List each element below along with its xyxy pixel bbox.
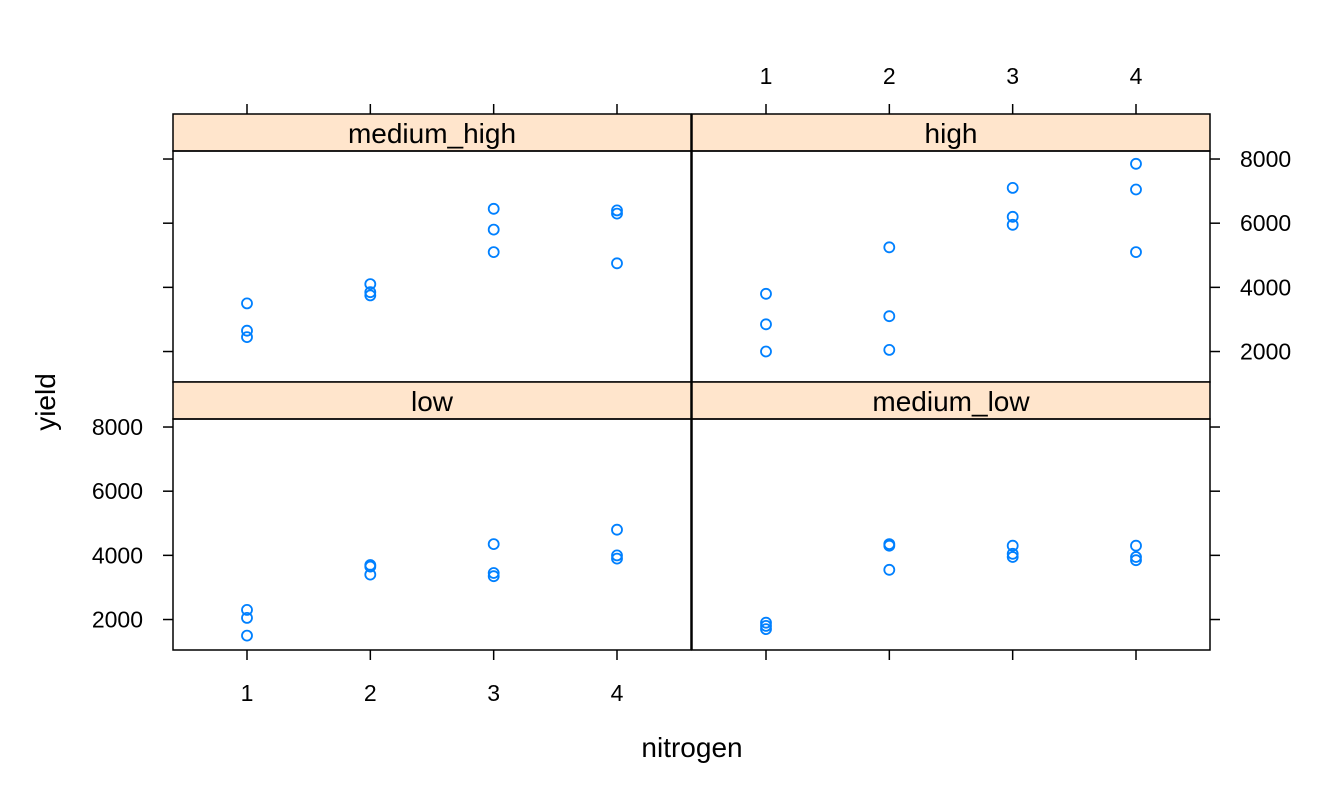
strip-label: high <box>925 118 978 149</box>
data-point <box>883 310 896 323</box>
data-point <box>487 570 500 583</box>
data-point <box>364 278 377 291</box>
data-point <box>364 289 377 302</box>
points-layer <box>241 157 1142 642</box>
y-tick-label: 8000 <box>92 414 143 440</box>
data-point <box>760 318 772 331</box>
data-point <box>611 523 623 536</box>
x-tick-label: 2 <box>883 63 896 89</box>
y-tick-label: 8000 <box>1240 146 1291 172</box>
y-tick-label: 4000 <box>92 542 143 568</box>
data-point <box>487 223 500 236</box>
panel-frame <box>691 418 1211 651</box>
x-tick-label: 3 <box>487 680 500 706</box>
data-point <box>611 204 623 217</box>
data-point <box>883 241 896 254</box>
strip-label: low <box>411 386 454 417</box>
y-tick-label: 2000 <box>1240 339 1291 365</box>
y-axis-label: yield <box>30 373 61 431</box>
data-point <box>760 620 772 632</box>
data-point <box>1130 183 1142 196</box>
data-point <box>241 297 253 310</box>
data-point <box>760 623 772 635</box>
data-point <box>487 567 500 579</box>
data-point <box>241 612 253 624</box>
data-point <box>611 207 623 220</box>
panel-medium-high: medium_high <box>172 113 692 383</box>
data-point <box>1006 539 1019 552</box>
data-point <box>1130 157 1142 170</box>
data-point <box>1130 246 1142 259</box>
panel-high: high <box>691 113 1211 383</box>
strip-background <box>172 381 692 420</box>
y-tick-label: 4000 <box>1240 274 1291 300</box>
data-point <box>1006 210 1019 223</box>
data-point <box>364 286 377 299</box>
data-point <box>241 324 253 337</box>
strip-label: medium_low <box>872 386 1030 417</box>
strip-background <box>691 113 1211 152</box>
data-point <box>364 560 377 573</box>
strip-background <box>172 113 692 152</box>
data-point <box>883 343 896 356</box>
y-tick-label: 2000 <box>92 607 143 633</box>
data-point <box>760 345 772 358</box>
y-tick-label: 6000 <box>1240 210 1291 236</box>
data-point <box>760 287 772 300</box>
strip-background <box>691 381 1211 420</box>
x-axis-label: nitrogen <box>641 732 742 763</box>
data-point <box>241 604 253 616</box>
data-point <box>364 568 377 581</box>
data-point <box>611 552 623 565</box>
x-tick-label: 2 <box>364 680 377 706</box>
data-point <box>760 616 772 629</box>
data-point <box>487 202 500 215</box>
data-point <box>1006 547 1019 560</box>
panel-frame <box>172 418 692 651</box>
y-tick-label: 6000 <box>92 478 143 504</box>
panel-medium-low: medium_low <box>691 381 1211 651</box>
x-tick-label: 4 <box>611 680 624 706</box>
data-point <box>241 331 253 344</box>
x-tick-label: 3 <box>1006 63 1019 89</box>
data-point <box>1006 181 1019 194</box>
ticks-layer: 1 2 3 4 1 2 3 4 2000 4000 6000 8000 2000 4000 6000 8000 <box>92 63 1291 706</box>
data-point <box>487 246 500 259</box>
data-point <box>1130 554 1142 567</box>
data-point <box>241 629 253 642</box>
data-point <box>883 539 896 552</box>
data-point <box>487 538 500 550</box>
data-point <box>1006 551 1019 563</box>
data-point <box>611 549 623 562</box>
data-point <box>883 563 896 576</box>
x-tick-label: 1 <box>241 680 254 706</box>
data-point <box>1130 539 1142 552</box>
data-point <box>1130 551 1142 563</box>
panels-layer: medium_high high low medium_low <box>172 113 1211 651</box>
panel-low: low <box>172 381 692 651</box>
strip-label: medium_high <box>348 118 516 149</box>
x-tick-label: 1 <box>760 63 773 89</box>
data-point <box>611 257 623 270</box>
x-tick-label: 4 <box>1130 63 1143 89</box>
data-point <box>1006 218 1019 231</box>
